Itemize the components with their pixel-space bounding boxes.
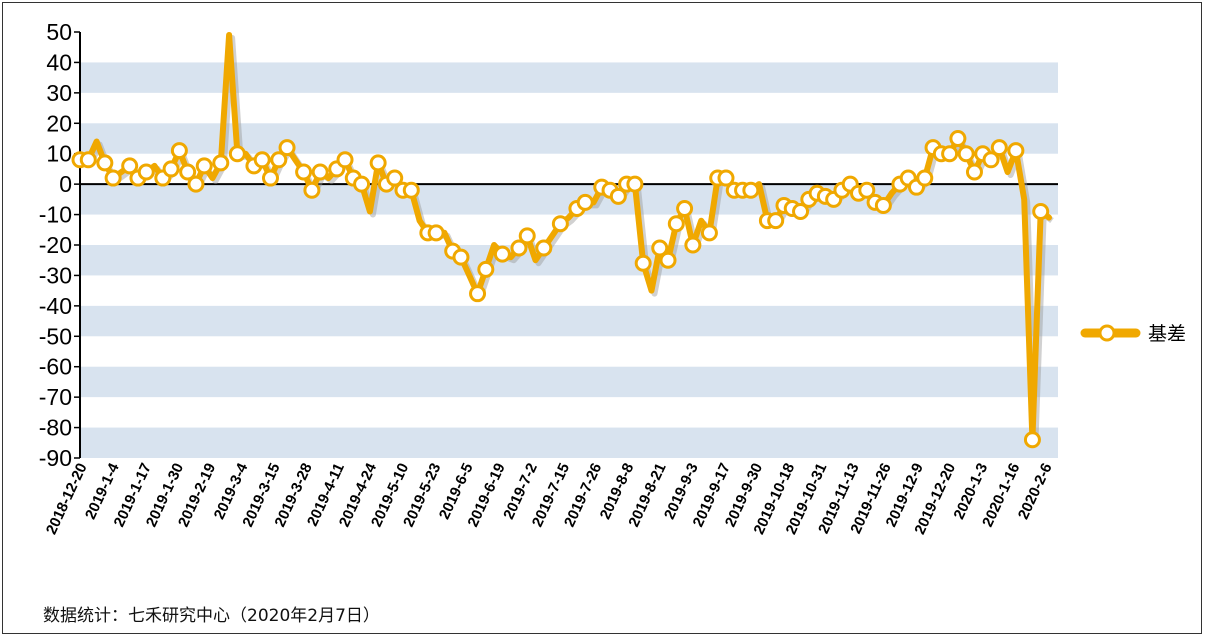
y-tick-label: -20: [39, 232, 72, 258]
data-point: [311, 163, 329, 181]
grid-band: [80, 305, 1058, 337]
grid-band: [80, 366, 1058, 398]
grid-band: [80, 245, 1058, 276]
data-point: [1023, 431, 1041, 449]
source-note: 数据统计：七禾研究中心（2020年2月7日）: [43, 606, 380, 626]
data-point: [369, 154, 387, 172]
legend: 基差: [1080, 323, 1186, 345]
data-point: [792, 203, 810, 221]
data-point: [353, 175, 371, 193]
data-point: [626, 175, 644, 193]
legend-label: 基差: [1148, 323, 1186, 345]
data-point: [941, 145, 959, 163]
data-point: [634, 254, 652, 272]
data-point: [700, 224, 718, 242]
data-point: [170, 142, 188, 160]
data-point: [427, 224, 445, 242]
data-point: [228, 145, 246, 163]
data-point: [667, 215, 685, 233]
data-point: [676, 199, 694, 217]
legend-swatch-marker: [1098, 324, 1116, 342]
x-axis: 2018-12-202019-1-42019-1-172019-1-302019…: [43, 460, 1056, 537]
data-point: [1032, 203, 1050, 221]
data-point: [717, 169, 735, 187]
basis-line-chart: 50 40 30 20 10 0 -10 -20 -30 -40 -50 -60 -70 -80 -90 2…: [39, 19, 1186, 537]
data-point: [518, 227, 536, 245]
y-tick-label: 50: [46, 19, 72, 45]
data-point: [295, 163, 313, 181]
x-tick-label: 2018-12-20: [43, 461, 91, 538]
data-point: [179, 163, 197, 181]
y-tick-label: 10: [46, 141, 72, 167]
y-tick-label: -10: [39, 202, 72, 228]
y-tick-label: -40: [39, 293, 72, 319]
data-point: [949, 130, 967, 147]
grid-band: [80, 62, 1058, 93]
y-axis: 50 40 30 20 10 0 -10 -20 -30 -40 -50 -60 -70 -80 -90: [39, 19, 1058, 471]
data-point: [195, 157, 213, 175]
data-point: [858, 181, 876, 199]
y-tick-label: 0: [59, 171, 72, 197]
data-point: [874, 196, 892, 214]
data-point: [253, 151, 271, 169]
data-point: [469, 285, 487, 303]
data-point: [278, 139, 296, 157]
data-point: [742, 181, 760, 199]
grid-band: [80, 427, 1058, 458]
data-point: [402, 181, 420, 199]
data-point: [916, 169, 934, 187]
data-point: [212, 154, 230, 172]
data-point: [137, 163, 155, 181]
data-point: [261, 169, 279, 187]
data-point: [684, 236, 702, 254]
y-tick-label: -80: [39, 415, 72, 441]
y-tick-label: 20: [46, 110, 72, 136]
data-point: [982, 151, 1000, 169]
y-tick-label: -90: [39, 445, 72, 471]
data-point: [477, 260, 495, 278]
y-tick-label: -30: [39, 262, 72, 288]
data-point: [990, 139, 1008, 157]
y-tick-label: -60: [39, 354, 72, 380]
chart-frame: 50 40 30 20 10 0 -10 -20 -30 -40 -50 -60 -70 -80 -90 2…: [2, 2, 1202, 634]
data-point: [510, 239, 528, 257]
y-tick-label: -70: [39, 384, 72, 410]
data-point: [957, 145, 975, 163]
data-point: [336, 151, 354, 169]
data-point: [659, 251, 677, 269]
data-point: [187, 175, 205, 193]
data-point: [1007, 142, 1025, 160]
y-tick-label: -50: [39, 323, 72, 349]
data-point: [767, 212, 785, 230]
data-point: [386, 169, 404, 187]
data-point: [535, 239, 553, 257]
data-point: [270, 151, 288, 169]
data-point: [104, 169, 122, 187]
data-point: [162, 160, 180, 178]
data-point: [965, 163, 983, 181]
data-point: [651, 239, 669, 257]
data-point: [609, 187, 627, 205]
y-tick-label: 40: [46, 49, 72, 75]
data-point: [551, 215, 569, 233]
data-point: [576, 193, 594, 211]
data-point: [493, 245, 511, 263]
data-point: [452, 248, 470, 266]
data-point: [79, 151, 97, 169]
series-basis: [71, 32, 1054, 449]
data-point: [96, 154, 114, 172]
data-point: [303, 181, 321, 199]
y-tick-label: 30: [46, 80, 72, 106]
data-point: [121, 157, 139, 175]
